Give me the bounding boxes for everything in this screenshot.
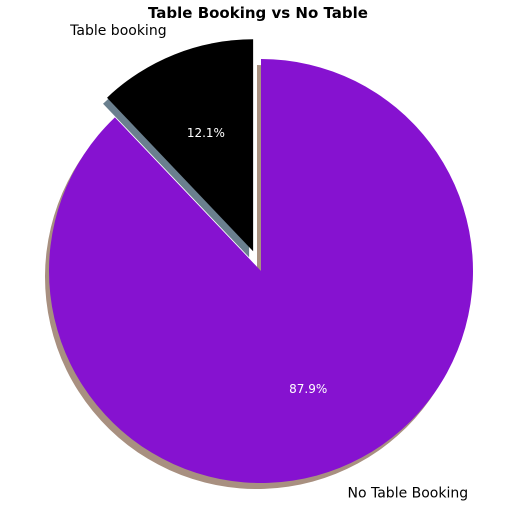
pct-label-table-booking: 12.1% (187, 126, 225, 140)
pie-labels: 12.1% Table booking 87.9% No Table Booking (69, 23, 468, 502)
slice-table-booking (107, 39, 254, 252)
category-label-table-booking: Table booking (69, 23, 166, 39)
category-label-no-table-booking: No Table Booking (348, 486, 469, 502)
pie-slices (48, 39, 473, 483)
pct-label-no-table-booking: 87.9% (289, 382, 327, 396)
chart-title: Table Booking vs No Table (148, 4, 368, 22)
slice-no-table-booking (48, 59, 473, 483)
